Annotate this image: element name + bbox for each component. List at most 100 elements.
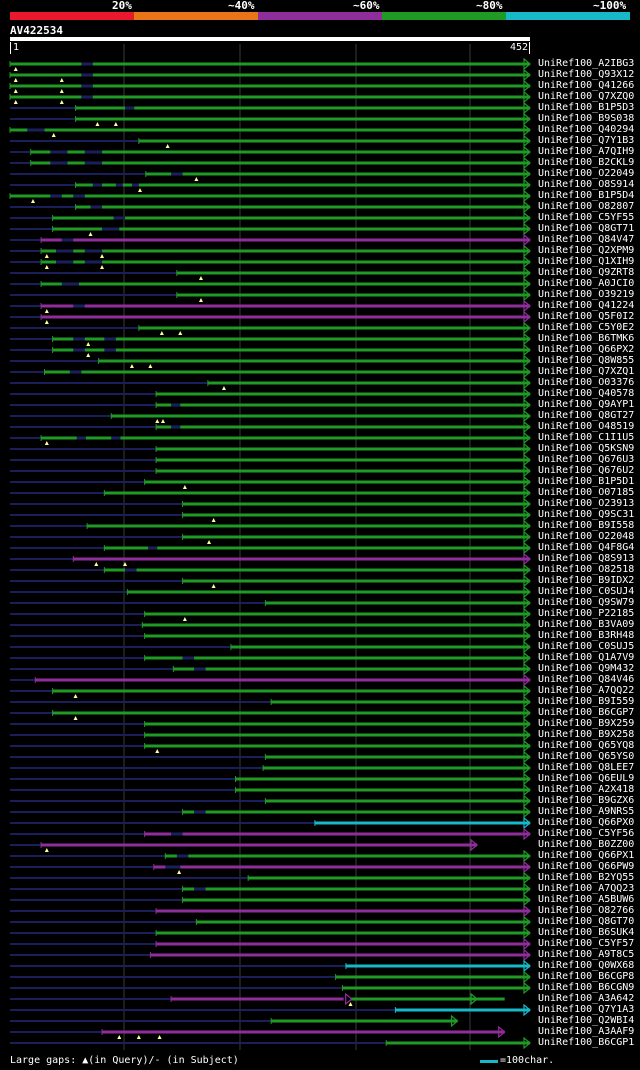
hit-label[interactable]: UniRef100_B9GZX6 <box>538 795 635 806</box>
hit-label[interactable]: UniRef100_C5Y0E2 <box>538 322 635 333</box>
hit-label[interactable]: UniRef100_Q9SC31 <box>538 509 635 520</box>
hit-row[interactable] <box>10 882 531 896</box>
hit-row[interactable] <box>10 475 531 489</box>
hit-label[interactable]: UniRef100_Q41224 <box>538 300 635 311</box>
hit-row[interactable] <box>10 321 531 335</box>
hit-label[interactable]: UniRef100_O8S914 <box>538 179 635 190</box>
hit-row[interactable] <box>10 442 531 456</box>
hit-row[interactable] <box>10 750 531 764</box>
hit-label[interactable]: UniRef100_C5YF56 <box>538 828 635 839</box>
hit-row[interactable] <box>9 90 531 104</box>
hit-row[interactable] <box>10 618 531 632</box>
hit-label[interactable]: UniRef100_Q66PW9 <box>538 861 635 872</box>
hit-label[interactable]: UniRef100_Q1A7V9 <box>538 652 635 663</box>
hit-label[interactable]: UniRef100_B6CGP7 <box>538 707 635 718</box>
hit-label[interactable]: UniRef100_B1P5D4 <box>538 190 635 201</box>
hit-row[interactable] <box>10 827 531 841</box>
hit-row[interactable] <box>10 464 531 478</box>
hit-label[interactable]: UniRef100_Q40294 <box>538 124 635 135</box>
hit-label[interactable]: UniRef100_Q9SW79 <box>538 597 635 608</box>
hit-row[interactable] <box>10 728 531 742</box>
hit-label[interactable]: UniRef100_A3A642 <box>538 993 635 1004</box>
hit-label[interactable]: UniRef100_Q8LEE7 <box>538 762 635 773</box>
hit-row[interactable] <box>10 783 531 797</box>
hit-row[interactable] <box>10 651 531 665</box>
hit-row[interactable] <box>10 453 531 467</box>
hit-row[interactable] <box>10 508 531 522</box>
hit-row[interactable] <box>10 332 531 346</box>
hit-label[interactable]: UniRef100_O48519 <box>538 421 635 432</box>
hit-label[interactable]: UniRef100_A9NRS5 <box>538 806 635 817</box>
hit-row[interactable] <box>9 68 531 82</box>
hit-label[interactable]: UniRef100_Q676U2 <box>538 465 635 476</box>
hit-label[interactable]: UniRef100_B2YQ55 <box>538 872 635 883</box>
hit-row[interactable] <box>10 992 505 1006</box>
hit-row[interactable] <box>10 574 531 588</box>
hit-row[interactable] <box>10 244 531 258</box>
hit-label[interactable]: UniRef100_C0SUJ5 <box>538 641 635 652</box>
hit-row[interactable] <box>10 387 531 401</box>
hit-row[interactable] <box>10 684 531 698</box>
hit-label[interactable]: UniRef100_C0SUJ4 <box>538 586 635 597</box>
hit-row[interactable] <box>10 607 531 621</box>
hit-row[interactable] <box>10 1036 531 1050</box>
hit-label[interactable]: UniRef100_O82807 <box>538 201 635 212</box>
hit-label[interactable]: UniRef100_Q6EUL9 <box>538 773 635 784</box>
hit-row[interactable] <box>10 717 531 731</box>
hit-label[interactable]: UniRef100_Q66PX2 <box>538 344 635 355</box>
hit-label[interactable]: UniRef100_Q9ZRT8 <box>538 267 635 278</box>
hit-row[interactable] <box>10 629 531 643</box>
hit-row[interactable] <box>10 233 531 247</box>
hit-row[interactable] <box>10 739 531 753</box>
hit-row[interactable] <box>10 288 531 302</box>
hit-label[interactable]: UniRef100_Q676U3 <box>538 454 635 465</box>
hit-label[interactable]: UniRef100_Q9M432 <box>538 663 635 674</box>
hit-row[interactable] <box>10 178 531 192</box>
hit-label[interactable]: UniRef100_Q8GT71 <box>538 223 635 234</box>
hit-row[interactable] <box>10 365 531 379</box>
hit-row[interactable] <box>10 849 531 863</box>
hit-label[interactable]: UniRef100_O03376 <box>538 377 635 388</box>
hit-row[interactable] <box>10 255 531 269</box>
hit-row[interactable] <box>10 420 531 434</box>
hit-row[interactable] <box>10 266 531 280</box>
hit-row[interactable] <box>10 552 531 566</box>
hit-label[interactable]: UniRef100_Q2XPM9 <box>538 245 635 256</box>
hit-label[interactable]: UniRef100_Q84V46 <box>538 674 635 685</box>
hit-label[interactable]: UniRef100_Q4F8G4 <box>538 542 635 553</box>
hit-row[interactable] <box>10 222 531 236</box>
hit-row[interactable] <box>10 376 531 390</box>
hit-row[interactable] <box>10 1003 531 1017</box>
hit-row[interactable] <box>10 156 531 170</box>
hit-row[interactable] <box>10 354 531 368</box>
hit-label[interactable]: UniRef100_Q7XZQ1 <box>538 366 635 377</box>
hit-label[interactable]: UniRef100_Q0WX68 <box>538 960 635 971</box>
hit-row[interactable] <box>10 299 531 313</box>
hit-label[interactable]: UniRef100_O23913 <box>538 498 635 509</box>
hit-row[interactable] <box>10 134 531 148</box>
hit-label[interactable]: UniRef100_B9I559 <box>538 696 635 707</box>
hit-label[interactable]: UniRef100_B9I558 <box>538 520 635 531</box>
hit-label[interactable]: UniRef100_A5BUW6 <box>538 894 635 905</box>
hit-label[interactable]: UniRef100_C5YF55 <box>538 212 635 223</box>
hit-label[interactable]: UniRef100_B2CKL9 <box>538 157 635 168</box>
hit-label[interactable]: UniRef100_O82766 <box>538 905 635 916</box>
hit-row[interactable] <box>10 530 531 544</box>
hit-label[interactable]: UniRef100_O39219 <box>538 289 635 300</box>
hit-label[interactable]: UniRef100_Q1XIH9 <box>538 256 635 267</box>
hit-row[interactable] <box>10 145 531 159</box>
hit-label[interactable]: UniRef100_B3RH48 <box>538 630 635 641</box>
hit-row[interactable] <box>10 673 531 687</box>
hit-label[interactable]: UniRef100_Q8W855 <box>538 355 635 366</box>
hit-label[interactable]: UniRef100_Q8GT27 <box>538 410 635 421</box>
hit-row[interactable] <box>10 926 531 940</box>
hit-label[interactable]: UniRef100_B3VA09 <box>538 619 635 630</box>
hit-row[interactable] <box>9 189 531 203</box>
hit-label[interactable]: UniRef100_Q65YS0 <box>538 751 635 762</box>
hit-label[interactable]: UniRef100_Q8GT70 <box>538 916 635 927</box>
hit-label[interactable]: UniRef100_Q41266 <box>538 80 635 91</box>
hit-row[interactable] <box>10 1014 459 1028</box>
hit-label[interactable]: UniRef100_B6CGP1 <box>538 1037 635 1048</box>
hit-row[interactable] <box>10 200 531 214</box>
hit-label[interactable]: UniRef100_O82518 <box>538 564 635 575</box>
